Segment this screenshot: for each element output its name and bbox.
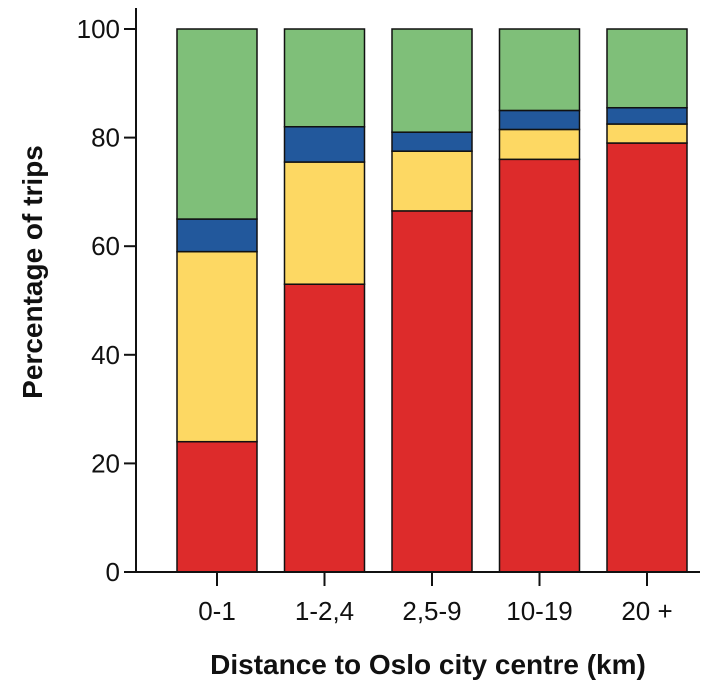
bar-segment-4-2: [498, 128, 581, 161]
bar-segment-2-1: [283, 283, 366, 573]
bar-segment-4-4: [498, 28, 581, 112]
x-tick-label-3: 2,5-9: [402, 596, 461, 626]
bar-segment-3-2: [391, 150, 473, 212]
x-axis-title: Distance to Oslo city centre (km): [210, 649, 646, 680]
bar-segment-1-3: [176, 218, 258, 253]
x-tick-label-4: 10-19: [506, 596, 573, 626]
y-tick-label-80: 80: [91, 123, 120, 153]
bar-segment-5-3: [606, 106, 688, 125]
x-tick-label-2: 1-2,4: [295, 596, 354, 626]
bar-segment-3-3: [391, 131, 473, 152]
bar-segment-4-3: [498, 109, 581, 131]
y-tick-label-100: 100: [77, 14, 120, 44]
y-tick-label-0: 0: [106, 557, 120, 587]
bar-segment-1-4: [176, 28, 258, 220]
x-tick-label-1: 0-1: [198, 596, 236, 626]
bar-segment-5-1: [606, 142, 688, 573]
bars-layer: [176, 28, 688, 573]
bar-segment-5-4: [606, 28, 688, 109]
bar-segment-5-2: [606, 123, 688, 144]
y-tick-label-20: 20: [91, 448, 120, 478]
bar-segment-4-1: [498, 158, 581, 573]
bar-segment-2-3: [283, 125, 366, 163]
bar-segment-1-1: [176, 440, 258, 573]
y-tick-label-60: 60: [91, 231, 120, 261]
x-ticks: 0-1 1-2,4 2,5-9 10-19 20 +: [198, 572, 673, 626]
y-axis-title: Percentage of trips: [17, 145, 48, 399]
x-tick-label-5: 20 +: [621, 596, 672, 626]
bar-segment-3-4: [391, 28, 473, 133]
bar-segment-1-2: [176, 250, 258, 443]
bar-segment-2-2: [283, 161, 366, 285]
bar-segment-3-1: [391, 210, 473, 573]
y-tick-label-40: 40: [91, 340, 120, 370]
axes-layer: [135, 8, 700, 573]
bar-segment-2-4: [283, 28, 366, 128]
y-ticks: 0 20 40 60 80 100: [77, 14, 136, 587]
